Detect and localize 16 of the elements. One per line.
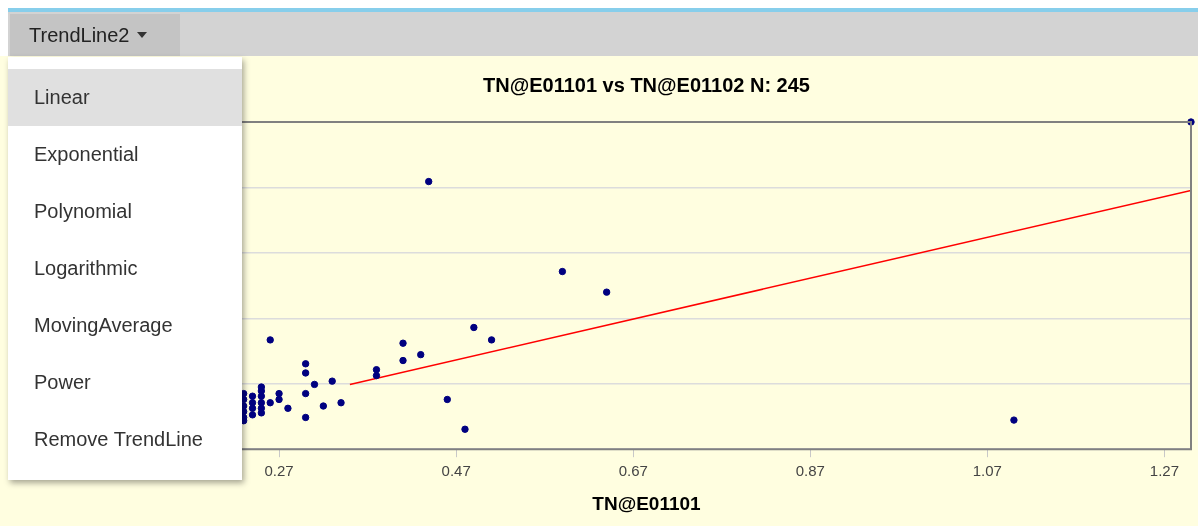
x-axis-title: TN@E01101 [592, 492, 702, 514]
x-tick-label: 1.27 [1149, 462, 1180, 480]
x-tick-label: 0.87 [795, 462, 825, 480]
text: TrendLine2 [29, 23, 130, 47]
x-tick-label: 0.47 [441, 462, 471, 480]
x-tick-label: 0.27 [264, 462, 294, 480]
chart-title: TN@E01101 vs TN@E01102 N: 245 [483, 73, 810, 96]
annotation: Exponential [33, 142, 140, 167]
annotation: Polynomial [33, 199, 133, 224]
text: Linear [34, 86, 90, 108]
x-tick-label: 0.67 [618, 462, 648, 480]
annotation: Remove TrendLine [33, 427, 204, 452]
x-tick-label: 1.07 [972, 462, 1002, 480]
text: Power [34, 371, 91, 393]
annotation: Logarithmic [33, 256, 139, 281]
annotation: MovingAverage [33, 313, 174, 338]
